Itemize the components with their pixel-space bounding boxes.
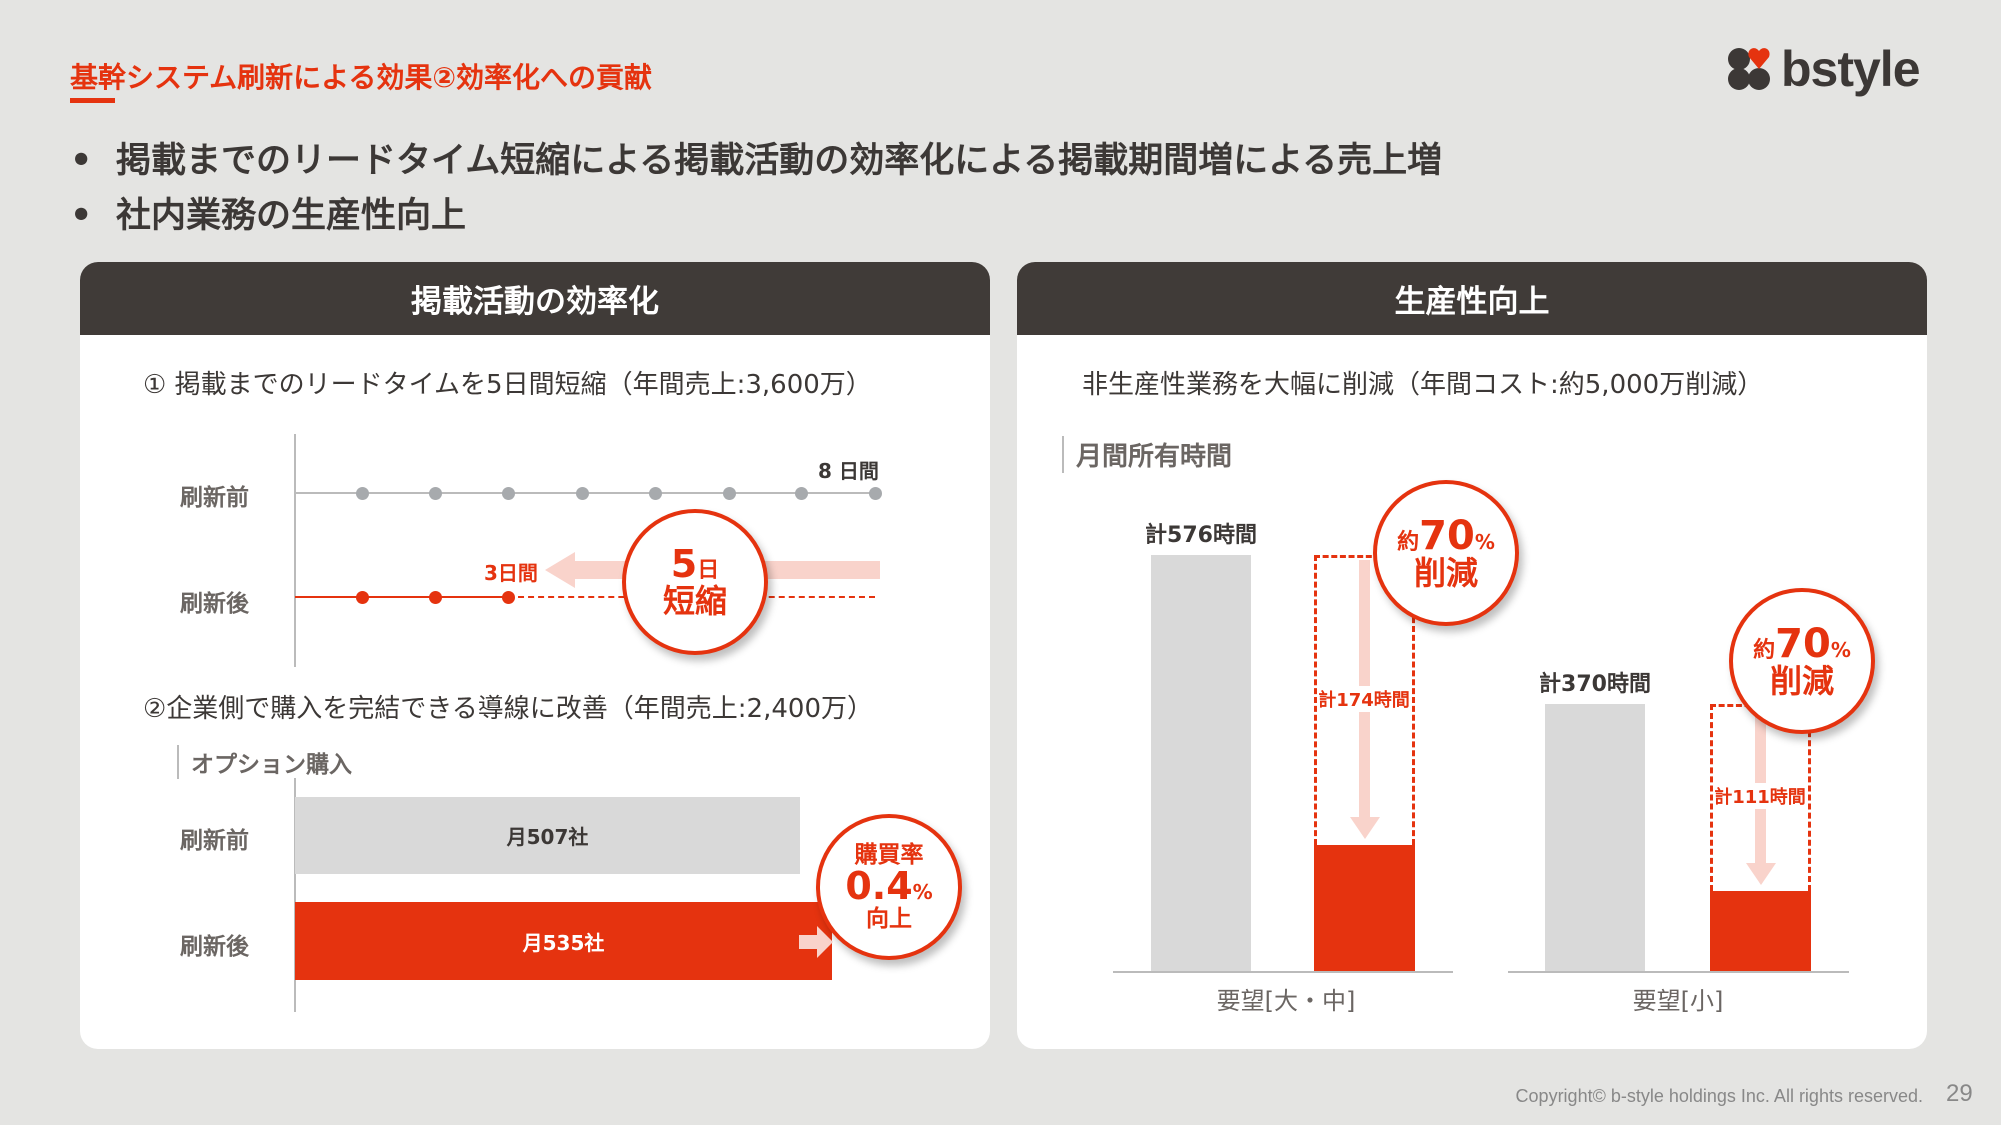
- badge-number: 0.4: [845, 864, 913, 909]
- before-days: 8 日間: [818, 459, 879, 483]
- category-label: 要望[小]: [1632, 987, 1724, 1015]
- page-number: 29: [1946, 1080, 1973, 1107]
- timeline-dot: [794, 486, 808, 500]
- timeline-dot: [648, 486, 662, 500]
- bar-label: 月535社: [522, 930, 605, 955]
- badge-unit: %: [1830, 638, 1851, 663]
- productivity-subtitle: 非生産性業務を大幅に削減（年間コスト:約5,000万削減）: [1082, 370, 1764, 400]
- badge-prefix: 約: [1753, 638, 1776, 664]
- copyright: Copyright© b-style holdings Inc. All rig…: [1515, 1086, 1923, 1106]
- arrow-right-icon: [799, 926, 833, 958]
- bar-before: [1151, 555, 1251, 971]
- label-after: 刷新後: [180, 591, 249, 617]
- chart-baseline: [1113, 971, 1453, 973]
- bullet-text: 掲載までのリードタイム短縮による掲載活動の効率化による掲載期間増による売上増: [116, 141, 1443, 181]
- label-after: 刷新後: [180, 934, 249, 960]
- badge-top: 購買率: [854, 841, 924, 868]
- bullet-1: • 掲載までのリードタイム短縮による掲載活動の効率化による掲載期間増による売上増: [70, 141, 1443, 181]
- purchase-subtitle: ②企業側で購入を完結できる導線に改善（年間売上:2,400万）: [143, 694, 873, 724]
- bar-after: 月535社: [295, 902, 832, 980]
- badge-number: 70: [1775, 621, 1831, 668]
- title-underline: [70, 98, 115, 103]
- monthly-hours-heading: 月間所有時間: [1062, 436, 1232, 473]
- timeline-dot: [355, 486, 369, 500]
- bar-after-label: 計174時間: [1318, 686, 1410, 713]
- badge-70pct-reduction: 約70% 削減: [1729, 588, 1875, 734]
- badge-5day-reduction: 5日 短縮: [622, 509, 768, 655]
- panel-header: 掲載活動の効率化: [80, 262, 990, 335]
- reduction-outline: [1314, 555, 1415, 846]
- timeline-axis: [294, 434, 296, 667]
- timeline-dot: [575, 486, 589, 500]
- bar-label: 月507社: [506, 825, 589, 849]
- badge-purchase-rate: 購買率 0.4% 向上: [816, 814, 962, 960]
- timeline-dot: [868, 486, 882, 500]
- bar-axis: [294, 778, 296, 1012]
- after-timeline: [295, 596, 508, 598]
- chart-baseline: [1508, 971, 1849, 973]
- down-arrow-head-icon: [1350, 817, 1380, 840]
- bar-before-label: 計370時間: [1539, 671, 1651, 697]
- label-before: 刷新前: [180, 485, 249, 511]
- lead-time-subtitle: ① 掲載までのリードタイムを5日間短縮（年間売上:3,600万）: [143, 370, 872, 400]
- badge-text: 削減: [1769, 662, 1834, 701]
- badge-number: 70: [1419, 513, 1475, 560]
- timeline-dot: [428, 486, 442, 500]
- badge-unit: %: [912, 880, 933, 905]
- timeline-dot: [722, 486, 736, 500]
- bar-after: [1314, 845, 1415, 971]
- clover-logo-icon: [1728, 48, 1770, 90]
- timeline-dot: [501, 486, 515, 500]
- badge-70pct-reduction: 約70% 削減: [1373, 480, 1519, 626]
- badge-text: 短縮: [662, 582, 727, 621]
- bullet-2: • 社内業務の生産性向上: [70, 196, 467, 236]
- category-label: 要望[大・中]: [1216, 987, 1356, 1015]
- bullet-text: 社内業務の生産性向上: [116, 196, 467, 236]
- bar-after-label: 計111時間: [1714, 783, 1806, 810]
- logo: bstyle: [1723, 40, 1921, 98]
- after-days: 3日間: [484, 561, 538, 585]
- badge-prefix: 約: [1397, 530, 1420, 556]
- option-purchase-heading: オプション購入: [177, 745, 352, 779]
- bar-before: 月507社: [295, 797, 800, 874]
- bar-after: [1710, 890, 1811, 971]
- down-arrow-head-icon: [1746, 862, 1776, 885]
- badge-unit: 日: [697, 558, 720, 584]
- badge-unit: %: [1474, 530, 1495, 555]
- page-title: 基幹システム刷新による効果②効率化への貢献: [70, 61, 653, 94]
- badge-text: 削減: [1413, 554, 1478, 593]
- panel-header: 生産性向上: [1017, 262, 1927, 335]
- badge-number: 5: [670, 542, 698, 587]
- bar-before-label: 計576時間: [1145, 523, 1257, 548]
- label-before: 刷新前: [180, 828, 249, 854]
- bar-before: [1545, 703, 1645, 971]
- badge-bottom: 向上: [866, 905, 912, 932]
